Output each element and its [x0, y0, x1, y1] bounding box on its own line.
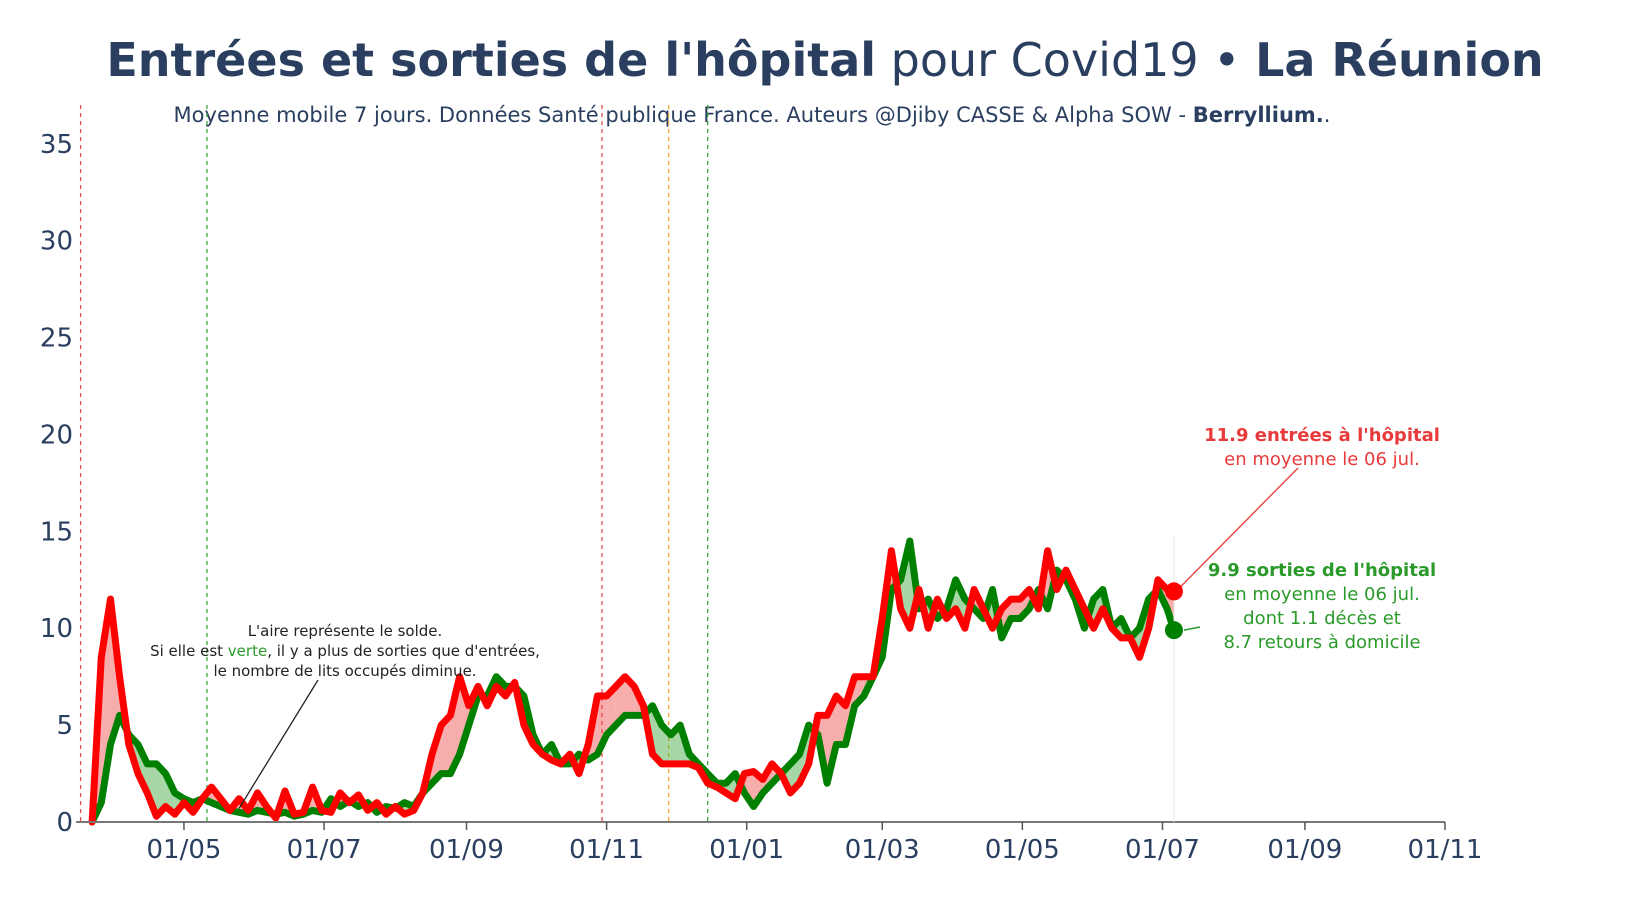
chart-subtitle: Moyenne mobile 7 jours. Données Santé pu…	[174, 103, 1331, 127]
solde-line2-green: verte	[228, 642, 267, 660]
x-tick-label-7: 01/07	[1125, 835, 1200, 865]
series-line-entrees	[88, 547, 1178, 826]
balance-area-7	[156, 763, 166, 817]
subtitle-bold: Berryllium.	[1193, 103, 1324, 127]
x-tick-label-1: 01/07	[287, 835, 362, 865]
balance-area-100	[1010, 599, 1021, 619]
x-tick-label-2: 01/09	[429, 835, 504, 865]
solde-line3: le nombre de lits occupés diminue.	[213, 662, 476, 680]
solde-line2-b: , il y a plus de sorties que d'entrées,	[267, 642, 540, 660]
balance-area-40	[459, 676, 469, 755]
entrees-label-bold: 11.9 entrées à l'hôpital	[1204, 425, 1440, 446]
entrees-arrow-line	[1179, 467, 1299, 588]
series-endpoints	[1164, 582, 1183, 640]
balance-area-38	[441, 715, 451, 774]
axes	[76, 535, 1446, 830]
x-tick-label-9: 01/11	[1408, 835, 1483, 865]
y-tick-label-2: 10	[40, 614, 73, 644]
x-tick-label-4: 01/01	[709, 835, 784, 865]
annotation-sorties: 9.9 sorties de l'hôpital en moyenne le 0…	[1183, 560, 1436, 653]
sorties-label-sub1: en moyenne le 06 jul.	[1224, 584, 1420, 605]
series-lines	[88, 537, 1178, 826]
y-tick-label-4: 20	[40, 420, 73, 450]
subtitle-text: Moyenne mobile 7 jours. Données Santé pu…	[174, 103, 1193, 127]
y-tick-label-1: 5	[56, 711, 73, 741]
title-bold: Entrées et sorties de l'hôpital	[106, 33, 876, 87]
solde-line1: L'aire représente le solde.	[248, 622, 443, 640]
entrees-label-sub: en moyenne le 06 jul.	[1224, 449, 1420, 470]
x-tick-label-8: 01/09	[1267, 835, 1342, 865]
endpoint-sorties	[1164, 621, 1183, 640]
endpoint-entrees	[1164, 582, 1183, 601]
y-tick-label-3: 15	[40, 517, 73, 547]
annotation-entrees: 11.9 entrées à l'hôpital en moyenne le 0…	[1179, 425, 1440, 588]
sorties-label-bold: 9.9 sorties de l'hôpital	[1208, 560, 1436, 581]
title-region: La Réunion	[1255, 33, 1544, 87]
y-tick-label-6: 30	[40, 227, 73, 257]
y-tick-label-5: 25	[40, 324, 73, 354]
x-tick-label-6: 01/05	[985, 835, 1060, 865]
tick-labels: 01/05 01/07 01/09 01/11 01/01 01/03 01/05 01/07…	[40, 130, 1483, 865]
y-tick-label-7: 35	[40, 130, 73, 160]
chart-title: Entrées et sorties de l'hôpital pour Cov…	[106, 33, 1543, 87]
solde-line2: Si elle est verte, il y a plus de sortie…	[150, 642, 540, 660]
annotation-solde: L'aire représente le solde. Si elle est …	[150, 622, 540, 809]
solde-arrow-line	[238, 679, 319, 809]
x-tick-label-3: 01/11	[569, 835, 644, 865]
y-tick-label-0: 0	[56, 808, 73, 838]
sorties-arrow-line	[1183, 626, 1201, 631]
sorties-label-sub2: dont 1.1 décès et	[1243, 608, 1401, 629]
subtitle-end: .	[1324, 103, 1331, 127]
title-mid: pour Covid19 •	[876, 33, 1255, 87]
x-tick-label-5: 01/03	[845, 835, 920, 865]
x-tick-label-0: 01/05	[146, 835, 221, 865]
solde-line2-a: Si elle est	[150, 642, 228, 660]
sorties-label-sub3: 8.7 retours à domicile	[1223, 632, 1420, 653]
